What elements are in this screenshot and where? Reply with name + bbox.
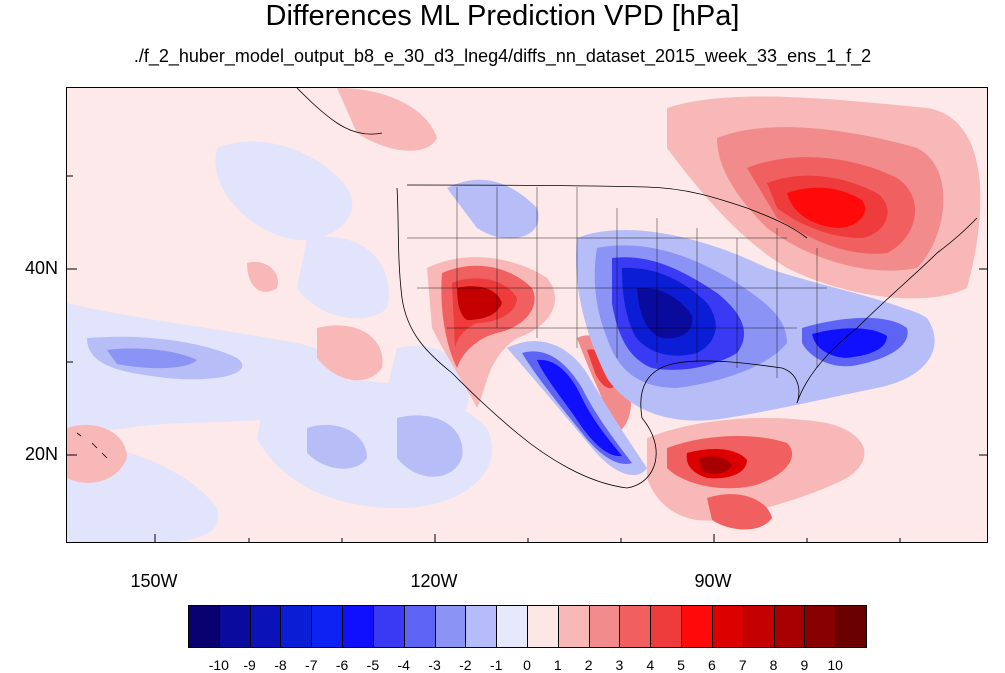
colorbar-tick-label: -9 <box>243 657 256 673</box>
lon-label-150w: 150W <box>130 571 178 591</box>
colorbar-cell <box>557 605 590 648</box>
colorbar-cell <box>650 605 683 648</box>
north-america-west-coast <box>396 187 657 489</box>
colorbar-tick-label: 7 <box>738 657 747 673</box>
colorbar-cell <box>773 605 806 648</box>
colorbar-tick-label: 0 <box>523 657 531 673</box>
vpd-difference-map <box>66 87 988 543</box>
lon-label-90w: 90W <box>694 571 732 591</box>
colorbar-tick-label: -8 <box>274 657 287 673</box>
colorbar-cell <box>280 605 313 648</box>
colorbar-tick-label: -7 <box>305 657 318 673</box>
colorbar-cell <box>188 605 220 648</box>
colorbar-tick-label: -5 <box>366 657 380 673</box>
colorbar-cell <box>218 605 251 648</box>
colorbar-cell <box>434 605 467 648</box>
colorbar-cell <box>311 605 344 648</box>
colorbar-tick-label: 10 <box>827 657 843 673</box>
lat-label-40n: 40N <box>24 258 58 278</box>
pacific-positive-patches <box>67 88 437 483</box>
colorbar-cell <box>711 605 744 648</box>
colorbar-tick-label: 2 <box>584 657 593 673</box>
colorbar-cell <box>835 605 867 648</box>
colorbar-tick-label: 3 <box>615 657 624 673</box>
pacific-deeper-blue <box>107 348 197 369</box>
state-borders <box>407 187 827 378</box>
colorbar-cell <box>742 605 775 648</box>
colorbar-tick-label: 1 <box>553 657 562 673</box>
mexico-blue-region <box>507 341 647 476</box>
canada-red-region <box>667 96 981 299</box>
colorbar-cell <box>681 605 713 648</box>
colorbar-cell <box>249 605 282 648</box>
colorbar <box>188 605 867 648</box>
map-subtitle: ./f_2_huber_model_output_b8_e_30_d3_lneg… <box>133 46 872 66</box>
central-us-blue-region <box>576 229 935 421</box>
colorbar-tick-label: -3 <box>428 657 441 673</box>
colorbar-tick-label: 6 <box>708 657 716 673</box>
hawaii-islands <box>76 432 108 459</box>
colorbar-tick-label: -1 <box>489 657 503 673</box>
colorbar-cell <box>619 605 652 648</box>
colorbar-cell <box>588 605 621 648</box>
lon-label-120w: 120W <box>410 571 458 591</box>
canada-border <box>406 184 808 239</box>
colorbar-tick-label: 4 <box>646 657 655 673</box>
colorbar-tick-label: -2 <box>459 657 472 673</box>
colorbar-cell <box>465 605 498 648</box>
colorbar-tick-label: -4 <box>397 657 410 673</box>
lat-label-20n: 20N <box>24 444 58 464</box>
colorbar-tick-label: 9 <box>800 657 809 673</box>
colorbar-cell <box>403 605 436 648</box>
coastlines <box>76 88 978 489</box>
east-coast <box>796 217 978 404</box>
caribbean-red-region <box>647 418 865 530</box>
colorbar-cell <box>804 605 837 648</box>
map-canvas <box>67 88 987 542</box>
colorbar-tick-label: -6 <box>335 657 349 673</box>
colorbar-cell <box>496 605 528 648</box>
axis-ticks <box>67 175 987 542</box>
colorbar-tick-label: 8 <box>769 657 778 673</box>
alaska-coast <box>296 88 383 135</box>
southwest-red-region <box>427 257 632 433</box>
colorbar-tick-label: -10 <box>208 657 229 673</box>
gulf-coast <box>640 360 800 419</box>
colorbar-cell <box>527 605 559 648</box>
map-title: Differences ML Prediction VPD [hPa] <box>265 0 740 32</box>
colorbar-cell <box>372 605 405 648</box>
colorbar-tick-label: 5 <box>677 657 685 673</box>
colorbar-cell <box>342 605 374 648</box>
